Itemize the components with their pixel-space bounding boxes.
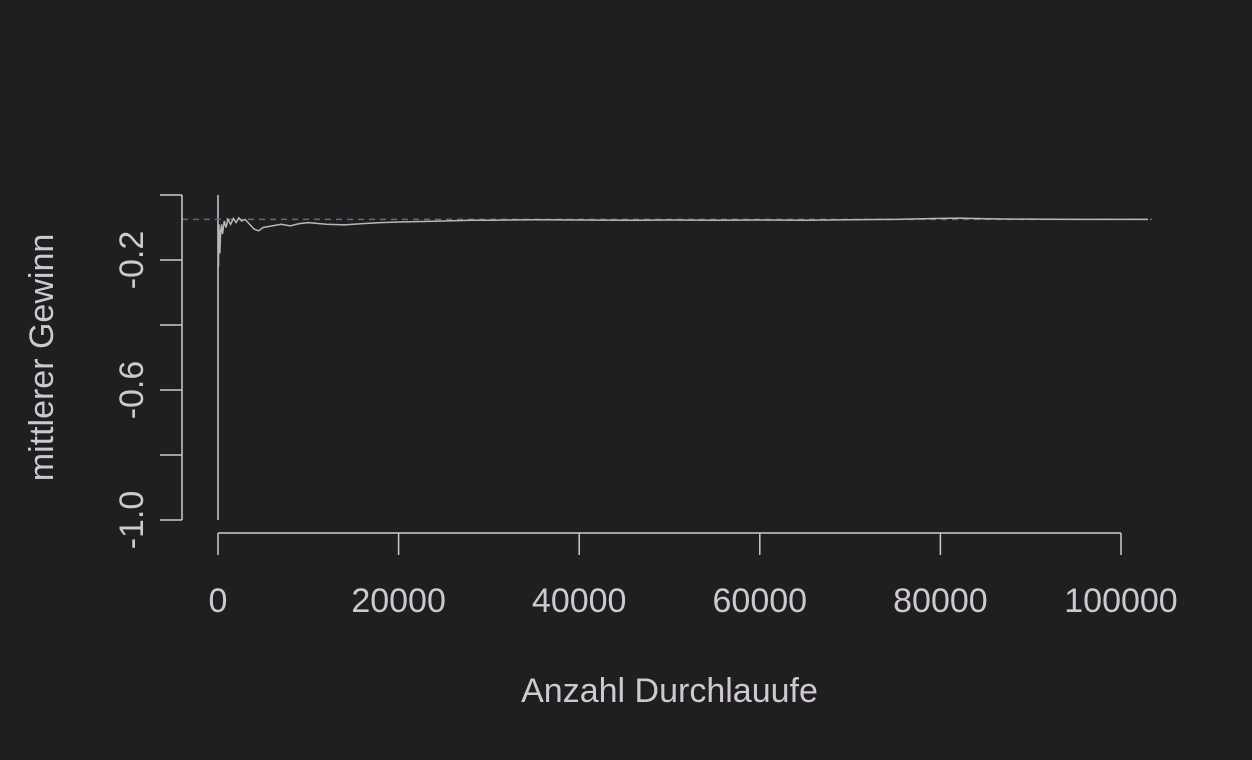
x-tick-label: 100000 bbox=[1064, 582, 1177, 620]
x-tick-label: 60000 bbox=[713, 582, 808, 620]
x-tick-label: 0 bbox=[209, 582, 228, 620]
x-tick-label: 80000 bbox=[893, 582, 988, 620]
x-axis: 0 20000 40000 60000 80000 100000 bbox=[209, 532, 1178, 620]
y-axis: -1.0 -0.6 -0.2 bbox=[113, 194, 183, 550]
y-tick-label: -0.2 bbox=[113, 231, 151, 290]
series-line bbox=[217, 216, 1149, 267]
y-tick-label: -0.6 bbox=[113, 361, 151, 420]
x-axis-title: Anzahl Durchlauufe bbox=[521, 672, 818, 710]
plot-area bbox=[182, 195, 1152, 520]
x-tick-label: 40000 bbox=[532, 582, 627, 620]
y-axis-title: mittlerer Gewinn bbox=[23, 234, 61, 482]
y-tick-label: -1.0 bbox=[113, 491, 151, 550]
x-tick-label: 20000 bbox=[351, 582, 446, 620]
